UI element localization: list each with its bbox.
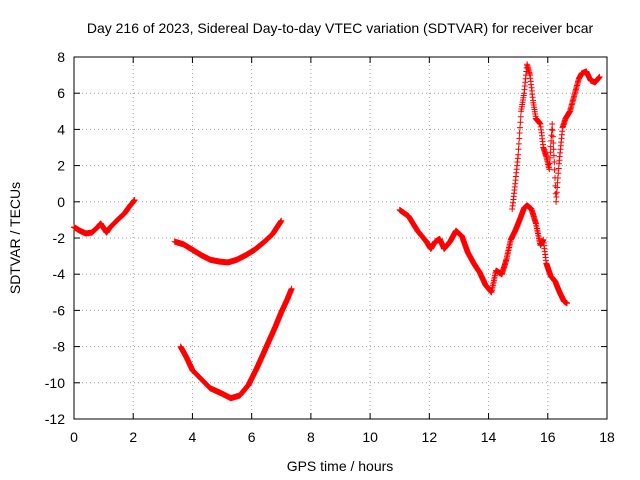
y-tick-label: 0 (57, 194, 65, 210)
y-tick-label: 8 (57, 49, 65, 65)
y-tick-label: 6 (57, 85, 65, 101)
plus-markers (177, 285, 295, 402)
plus-markers (509, 61, 603, 212)
series-segment-1 (71, 197, 138, 237)
series-segment-3 (177, 285, 295, 402)
y-axis-label: SDTVAR / TECUs (7, 182, 23, 294)
y-tick-label: -2 (53, 230, 66, 246)
y-tick-label: -4 (53, 266, 66, 282)
x-tick-label: 4 (189, 429, 197, 445)
x-axis-ticks: 0 2 4 6 8 10 12 14 16 18 (70, 57, 615, 445)
x-tick-label: 6 (248, 429, 256, 445)
y-tick-label: -10 (45, 375, 65, 391)
y-tick-label: -8 (53, 339, 66, 355)
x-tick-label: 10 (362, 429, 378, 445)
plus-markers (71, 197, 138, 237)
y-tick-label: -12 (45, 411, 65, 427)
series-segment-2 (171, 217, 285, 266)
x-tick-label: 2 (129, 429, 137, 445)
plus-markers (171, 217, 285, 266)
series-segment-4 (396, 202, 570, 307)
chart-title: Day 216 of 2023, Sidereal Day-to-day VTE… (87, 20, 594, 36)
y-tick-label: -6 (53, 302, 66, 318)
y-tick-label: 2 (57, 158, 65, 174)
series-segment-5 (509, 61, 603, 212)
x-tick-label: 18 (599, 429, 615, 445)
x-tick-label: 14 (481, 429, 497, 445)
x-axis-label: GPS time / hours (287, 458, 394, 474)
x-tick-label: 8 (307, 429, 315, 445)
x-tick-label: 16 (540, 429, 556, 445)
x-tick-label: 12 (422, 429, 438, 445)
y-axis-ticks: -12 -10 -8 -6 -4 -2 0 2 4 6 8 (45, 49, 607, 427)
data-points (71, 61, 603, 402)
plus-markers (396, 202, 570, 307)
y-tick-label: 4 (57, 121, 65, 137)
x-tick-label: 0 (70, 429, 78, 445)
